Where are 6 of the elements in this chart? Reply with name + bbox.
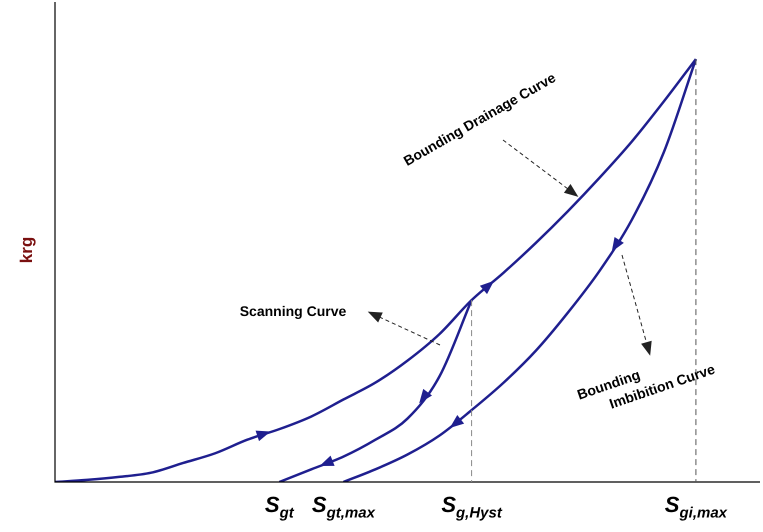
x-tick-label: S$_{g,Hyst}$: [441, 492, 502, 522]
annotation: Scanning Curve: [240, 302, 346, 319]
x-tick-label: S$_{gt,max}$: [312, 492, 375, 522]
x-tick-label: S$_{gt}$: [264, 492, 294, 522]
x-tick-label: S$_{gi,max}$: [664, 492, 728, 522]
y-axis-title: krg: [17, 236, 38, 264]
